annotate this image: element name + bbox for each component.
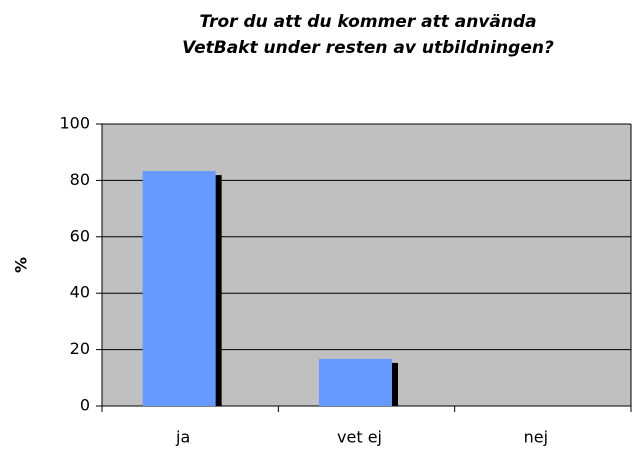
x-tick-label: vet ej (337, 428, 382, 447)
y-tick-label: 100 (59, 114, 90, 133)
chart-title: VetBakt under resten av utbildningen? (182, 38, 554, 58)
y-tick-label: 0 (80, 396, 90, 415)
bar (319, 358, 392, 406)
y-tick-label: 60 (70, 226, 90, 245)
y-tick-label: 80 (70, 170, 90, 189)
y-tick-label: 40 (70, 283, 90, 302)
x-tick-label: ja (175, 428, 190, 447)
bar (142, 171, 216, 406)
x-tick-label: nej (524, 428, 548, 447)
y-tick-label: 20 (70, 339, 90, 358)
y-axis-label: % (12, 257, 31, 273)
chart-title: Tror du att du kommer att använda (199, 12, 536, 32)
